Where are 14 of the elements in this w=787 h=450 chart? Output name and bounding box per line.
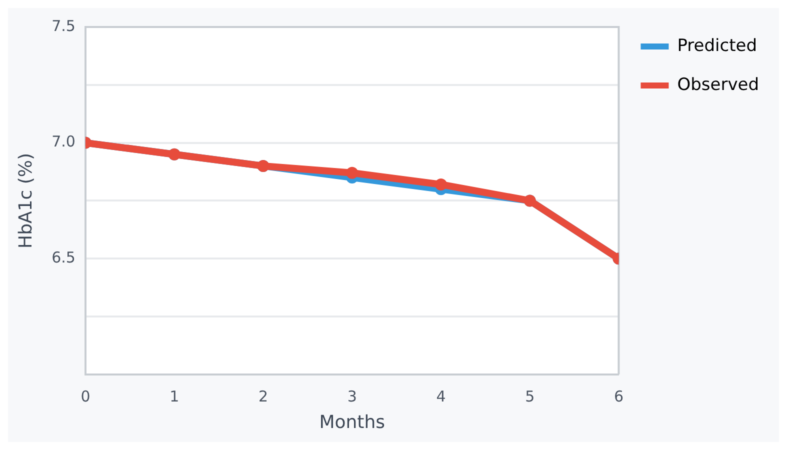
x-tick-label: 6 (614, 387, 624, 406)
x-axis-title: Months (319, 412, 385, 433)
x-tick-label: 1 (170, 387, 180, 406)
x-tick-label: 2 (258, 387, 268, 406)
x-tick-label: 4 (436, 387, 446, 406)
y-axis-title: HbA1c (%) (15, 152, 36, 248)
y-tick-label: 7.5 (52, 16, 76, 35)
y-tick-label: 6.5 (52, 248, 76, 266)
legend-label: Observed (677, 74, 760, 95)
x-tick-label: 0 (80, 387, 90, 406)
y-tick-label: 7.0 (52, 132, 76, 151)
x-tick-label: 3 (347, 387, 357, 406)
legend-label: Predicted (677, 36, 758, 56)
x-tick-label: 5 (525, 387, 535, 406)
